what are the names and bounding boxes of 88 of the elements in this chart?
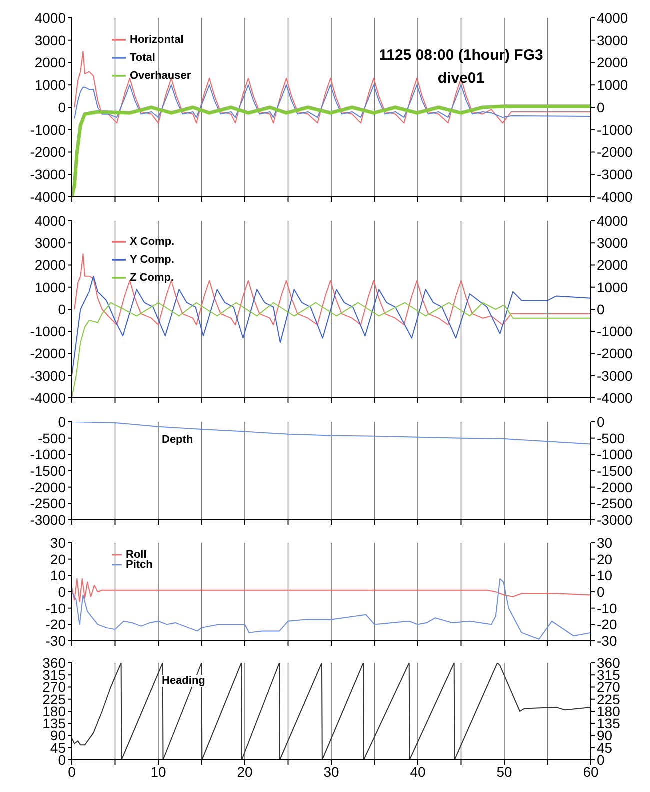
legend-label: Roll (126, 548, 147, 561)
y-tick-label: 0 (58, 99, 66, 116)
y-tick-label: 4000 (34, 10, 66, 26)
y2-tick-label: -4000 (597, 390, 634, 406)
x-tick-label: 0 (68, 764, 76, 780)
y-tick-label: 4000 (34, 212, 66, 229)
y2-tick-label: 4000 (597, 212, 628, 229)
y2-tick-label: -1000 (597, 446, 634, 463)
y2-tick-label: 1000 (597, 77, 628, 94)
y2-tick-label: 20 (597, 551, 613, 568)
legend-label: Y Comp. (130, 254, 174, 266)
y-tick-label: -2500 (30, 496, 66, 512)
y-tick-label: -1000 (30, 446, 66, 463)
y2-tick-label: 3000 (597, 32, 628, 48)
line-series (74, 254, 591, 326)
text: dive01 (436, 69, 486, 89)
line-series (72, 422, 591, 445)
y2-tick-label: -4000 (597, 188, 634, 205)
y2-tick-label: 30 (597, 534, 613, 551)
y-tick-label: -3000 (30, 512, 66, 528)
y-tick-label: 1000 (34, 279, 66, 296)
y2-tick-label: -3000 (597, 166, 634, 183)
line-series (74, 84, 591, 120)
legend-label: Pitch (126, 558, 153, 571)
y2-tick-label: -20 (597, 616, 618, 633)
y2-tick-label: -500 (597, 430, 626, 446)
y2-tick-label: -1000 (597, 122, 634, 138)
x-tick-label: 20 (237, 764, 253, 780)
y2-tick-label: 0 (597, 584, 605, 600)
text: Heading (162, 675, 206, 687)
y-tick-label: 1000 (34, 77, 66, 94)
y-tick-label: -4000 (30, 188, 66, 205)
y-tick-label: -500 (38, 430, 66, 446)
y-tick-label: -20 (46, 616, 66, 633)
y2-tick-label: -1500 (597, 462, 634, 479)
y2-tick-label: -3000 (597, 368, 634, 384)
x-tick-label: 10 (150, 764, 166, 780)
line-series (72, 578, 591, 602)
y-tick-label: -2000 (30, 346, 66, 362)
legend-label: X Comp. (130, 236, 175, 248)
y2-tick-label: -3000 (597, 512, 634, 528)
legend-label: Horizontal (130, 34, 184, 46)
y-tick-label: 0 (58, 584, 66, 600)
legend-label: Total (130, 52, 156, 64)
y2-tick-label: -2000 (597, 144, 634, 160)
y2-tick-label: -10 (597, 600, 618, 616)
y-tick-label: 30 (50, 534, 66, 551)
x-tick-label: 60 (583, 764, 599, 780)
y2-tick-label: -2000 (597, 346, 634, 362)
y-tick-label: 10 (50, 568, 66, 584)
y2-tick-label: 3000 (597, 235, 628, 252)
y2-tick-label: -30 (597, 632, 618, 649)
x-tick-label: 50 (496, 764, 512, 780)
y-tick-label: 3000 (34, 32, 66, 48)
y-tick-label: -1500 (30, 462, 66, 479)
x-tick-label: 40 (410, 764, 426, 780)
y-tick-label: -2000 (30, 479, 66, 496)
y2-tick-label: -2000 (597, 479, 634, 496)
y-tick-label: -30 (46, 632, 66, 649)
y-tick-label: 2000 (34, 257, 66, 274)
y-tick-label: 20 (50, 551, 66, 568)
text: Depth (162, 434, 194, 446)
y-tick-label: 3000 (34, 235, 66, 252)
text: 1125 08:00 (1hour) FG3 (378, 46, 544, 66)
y2-tick-label: -1000 (597, 324, 634, 340)
y2-tick-label: 0 (597, 301, 605, 318)
y2-tick-label: 0 (597, 99, 605, 116)
legend-label: Z Comp. (130, 272, 174, 284)
line-series (74, 51, 591, 124)
y2-tick-label: -2500 (597, 496, 634, 512)
y2-tick-label: 1000 (597, 279, 628, 296)
x-tick-label: 30 (324, 764, 340, 780)
legend-label: Overhauser (130, 70, 192, 82)
y2-tick-label: 0 (597, 414, 605, 430)
y2-tick-label: 2000 (597, 257, 628, 274)
y-tick-label: -2000 (30, 144, 66, 160)
y2-tick-label: 10 (597, 568, 613, 584)
y-tick-label: -1000 (30, 324, 66, 340)
y-tick-label: -3000 (30, 166, 66, 183)
y-tick-label: -3000 (30, 368, 66, 384)
y2-tick-label: 2000 (597, 54, 628, 71)
y-tick-label: 0 (58, 301, 66, 318)
y-tick-label: 0 (58, 414, 66, 430)
y-tick-label: -1000 (30, 122, 66, 138)
y-tick-label: -10 (46, 600, 66, 616)
y-tick-label: -4000 (30, 390, 66, 406)
y2-tick-label: 4000 (597, 10, 628, 26)
y-tick-label: 2000 (34, 54, 66, 71)
